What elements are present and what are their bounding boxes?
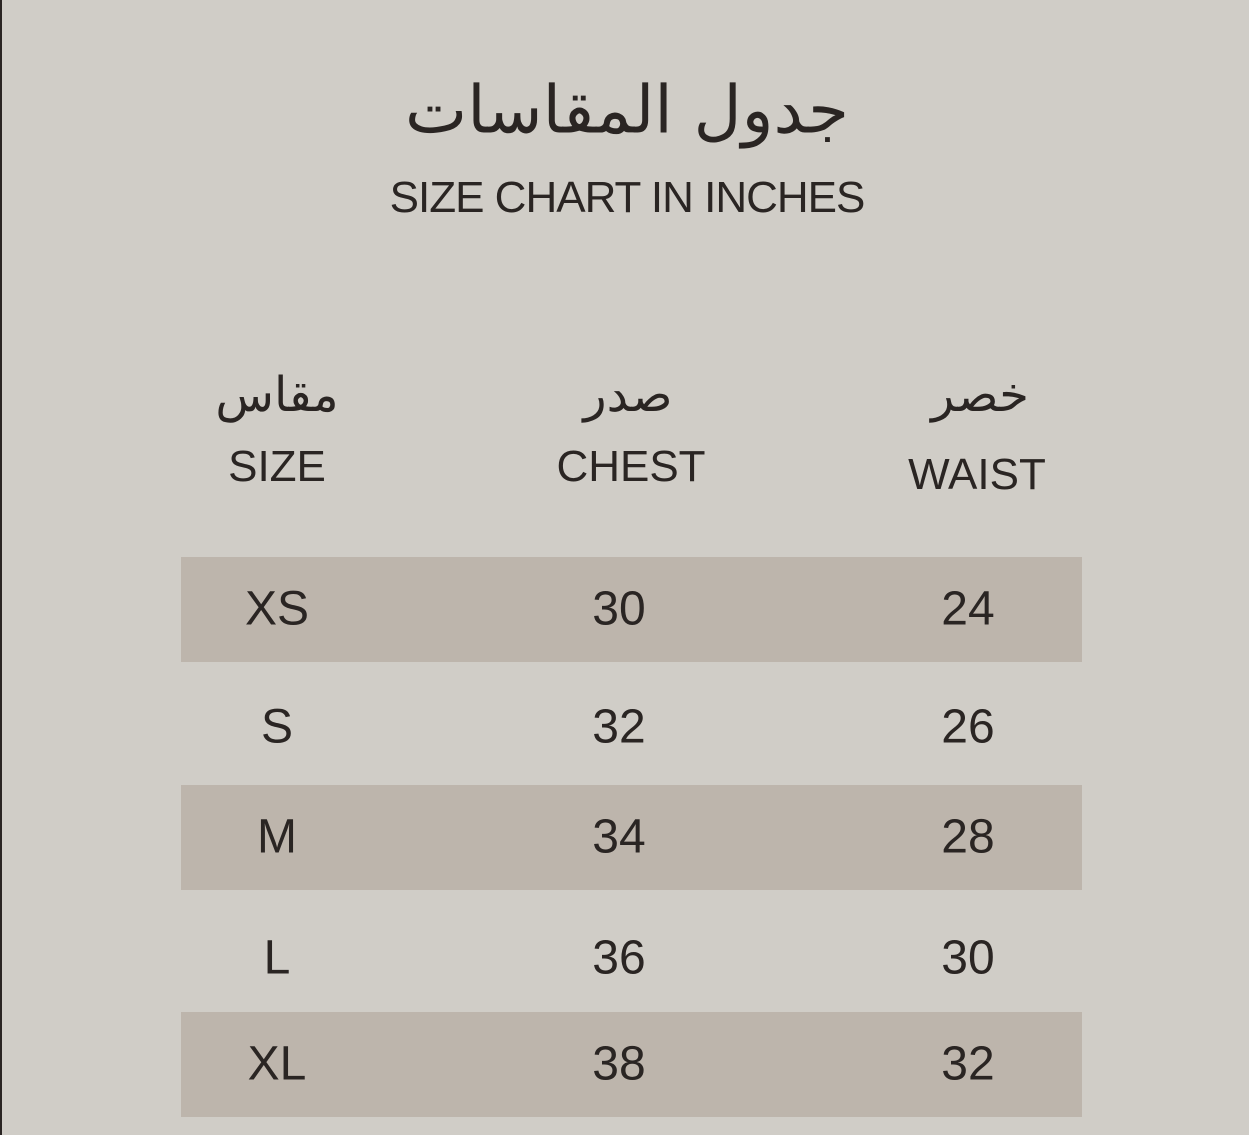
- size-cell: XL: [247, 1037, 307, 1091]
- waist-cell: 30: [941, 931, 995, 985]
- row-band: [181, 785, 1082, 890]
- size-cell: XS: [244, 582, 310, 636]
- title-arabic: جدول المقاسات: [405, 71, 849, 149]
- size-cell: M: [257, 810, 297, 864]
- waist-cell: 28: [941, 810, 995, 864]
- size-cell: L: [263, 931, 291, 985]
- chest-cell: 36: [592, 931, 646, 985]
- chest-cell: 38: [592, 1037, 646, 1091]
- left-border: [0, 0, 2, 1135]
- header-size: SIZE: [228, 442, 326, 491]
- waist-cell: 24: [941, 582, 995, 636]
- chest-cell: 34: [592, 810, 646, 864]
- chest-cell: 32: [592, 700, 646, 754]
- chest-cell: 30: [592, 582, 646, 636]
- waist-cell: 32: [941, 1037, 995, 1091]
- header-waist: WAIST: [908, 450, 1046, 499]
- header-waist-arabic: خصر: [931, 367, 1029, 423]
- header-chest: CHEST: [556, 442, 706, 491]
- size-cell: S: [260, 700, 294, 754]
- row-band: [181, 557, 1082, 662]
- header-size-arabic: مقاس: [215, 367, 339, 423]
- header-chest-arabic: صدر: [583, 367, 673, 423]
- waist-cell: 26: [941, 700, 995, 754]
- title-english: SIZE CHART IN INCHES: [389, 173, 866, 222]
- row-band: [181, 1012, 1082, 1117]
